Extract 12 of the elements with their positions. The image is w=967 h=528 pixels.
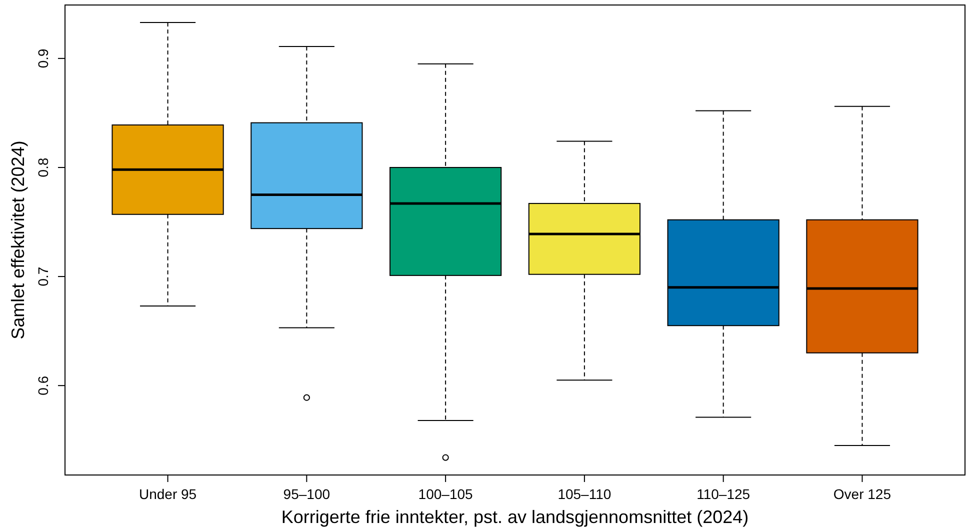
y-tick-label: 0.7 (35, 266, 51, 286)
x-tick-label: 105–110 (558, 486, 612, 502)
y-tick-label: 0.9 (35, 48, 51, 68)
x-tick-label: 110–125 (696, 486, 750, 502)
x-tick-label: Under 95 (138, 486, 197, 502)
x-tick-label: 95–100 (283, 486, 330, 502)
y-axis-title: Samlet effektivitet (2024) (8, 140, 28, 340)
y-tick-label: 0.8 (35, 158, 51, 178)
x-tick-label: Over 125 (833, 486, 892, 502)
y-tick-label: 0.6 (35, 376, 51, 396)
x-tick-label: 100–105 (418, 486, 474, 502)
x-axis-title: Korrigerte frie inntekter, pst. av landsgjennomsnittet (2024) (281, 507, 749, 527)
